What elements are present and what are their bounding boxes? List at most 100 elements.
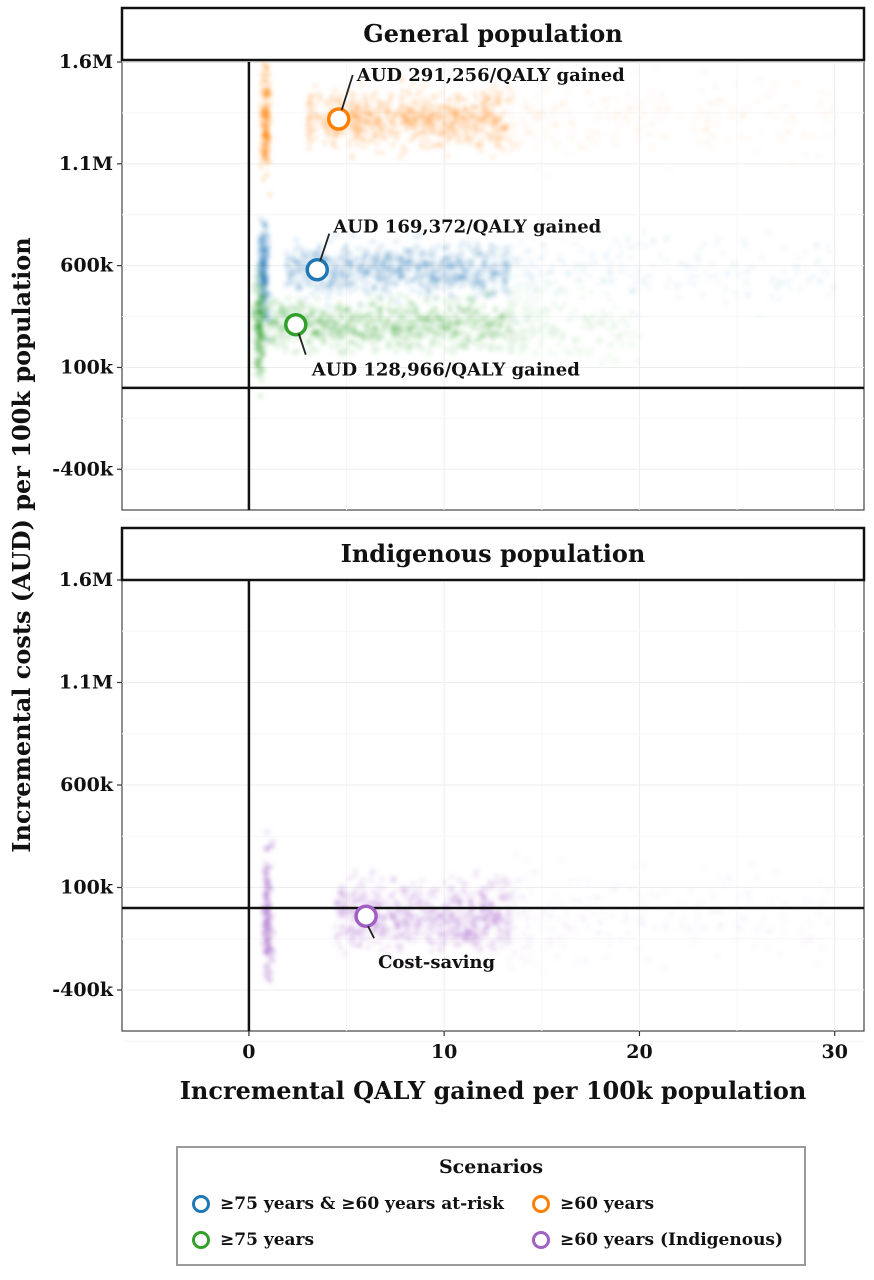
data-point xyxy=(363,96,369,102)
data-point xyxy=(410,252,417,259)
data-point xyxy=(700,291,706,297)
data-point xyxy=(664,258,670,264)
data-point xyxy=(446,315,452,321)
data-point xyxy=(436,316,442,323)
data-point xyxy=(340,313,346,319)
data-point xyxy=(490,249,496,255)
data-point xyxy=(422,249,428,255)
data-point xyxy=(781,268,787,274)
data-point xyxy=(489,103,495,109)
data-point xyxy=(525,250,531,256)
data-point xyxy=(411,922,417,928)
data-point xyxy=(355,246,361,252)
data-point xyxy=(425,138,431,144)
data-point xyxy=(470,924,477,930)
data-point xyxy=(768,897,774,903)
data-point xyxy=(401,112,407,119)
data-point xyxy=(415,121,421,127)
data-point xyxy=(255,263,261,270)
data-point xyxy=(365,249,371,256)
legend-item-orange: ≥60 years xyxy=(532,1194,654,1214)
data-point xyxy=(361,900,367,906)
data-point xyxy=(432,894,438,900)
data-point xyxy=(712,83,718,89)
data-point xyxy=(450,349,456,355)
data-point xyxy=(419,137,426,144)
data-point xyxy=(391,900,398,906)
data-point xyxy=(438,277,444,283)
data-point xyxy=(589,102,595,108)
data-point xyxy=(669,911,675,918)
data-point xyxy=(502,897,508,903)
data-point xyxy=(393,238,399,245)
data-point xyxy=(492,947,498,953)
data-point xyxy=(541,242,547,248)
mean-marker xyxy=(354,904,378,928)
data-point xyxy=(253,274,260,280)
data-point xyxy=(579,285,585,292)
data-point xyxy=(569,369,575,375)
data-point xyxy=(262,79,268,85)
data-point xyxy=(315,296,321,302)
data-point xyxy=(648,87,654,93)
data-point xyxy=(264,133,270,139)
data-point xyxy=(405,125,411,131)
data-point xyxy=(369,331,375,337)
data-point xyxy=(626,245,632,251)
data-point xyxy=(393,348,399,354)
data-point xyxy=(631,341,637,347)
y-tick-label: -400k xyxy=(52,979,114,1001)
data-point xyxy=(443,298,449,304)
data-point xyxy=(454,320,460,327)
data-point xyxy=(625,234,631,240)
data-point xyxy=(332,268,338,274)
data-point xyxy=(456,908,462,914)
data-point xyxy=(603,954,609,960)
data-point xyxy=(507,83,514,89)
data-point xyxy=(506,257,512,263)
data-point xyxy=(293,237,300,243)
data-point xyxy=(446,326,452,332)
data-point xyxy=(626,120,632,127)
data-point xyxy=(326,133,332,139)
data-point xyxy=(506,310,512,317)
data-point xyxy=(306,146,312,152)
data-point xyxy=(397,274,403,280)
data-point xyxy=(550,334,556,340)
data-point xyxy=(717,908,723,915)
data-point xyxy=(261,921,267,927)
data-point xyxy=(473,868,479,874)
data-point xyxy=(383,279,389,286)
data-point xyxy=(829,109,835,116)
data-point xyxy=(758,130,765,136)
data-point xyxy=(381,287,387,293)
data-point xyxy=(514,885,520,891)
data-point xyxy=(742,242,749,249)
data-point xyxy=(531,264,537,270)
data-point xyxy=(827,249,833,255)
annotation-label: AUD 169,372/QALY gained xyxy=(332,217,601,238)
data-point xyxy=(431,253,437,260)
data-point xyxy=(328,95,334,101)
data-point xyxy=(561,236,568,242)
data-point xyxy=(338,902,344,908)
data-point xyxy=(597,233,603,239)
data-point xyxy=(627,104,633,110)
data-point xyxy=(537,342,543,348)
data-point xyxy=(264,172,270,178)
data-point xyxy=(584,960,590,966)
data-point xyxy=(564,269,570,275)
data-point xyxy=(400,257,406,263)
data-point xyxy=(265,864,271,871)
data-point xyxy=(607,317,613,323)
data-point xyxy=(631,244,637,250)
data-point xyxy=(259,87,265,93)
data-point xyxy=(451,128,457,134)
data-point xyxy=(465,125,471,131)
data-point xyxy=(437,124,444,130)
data-point xyxy=(562,300,568,306)
data-point xyxy=(641,278,647,284)
data-point xyxy=(514,301,520,307)
data-point xyxy=(539,918,545,924)
data-point xyxy=(486,325,493,331)
